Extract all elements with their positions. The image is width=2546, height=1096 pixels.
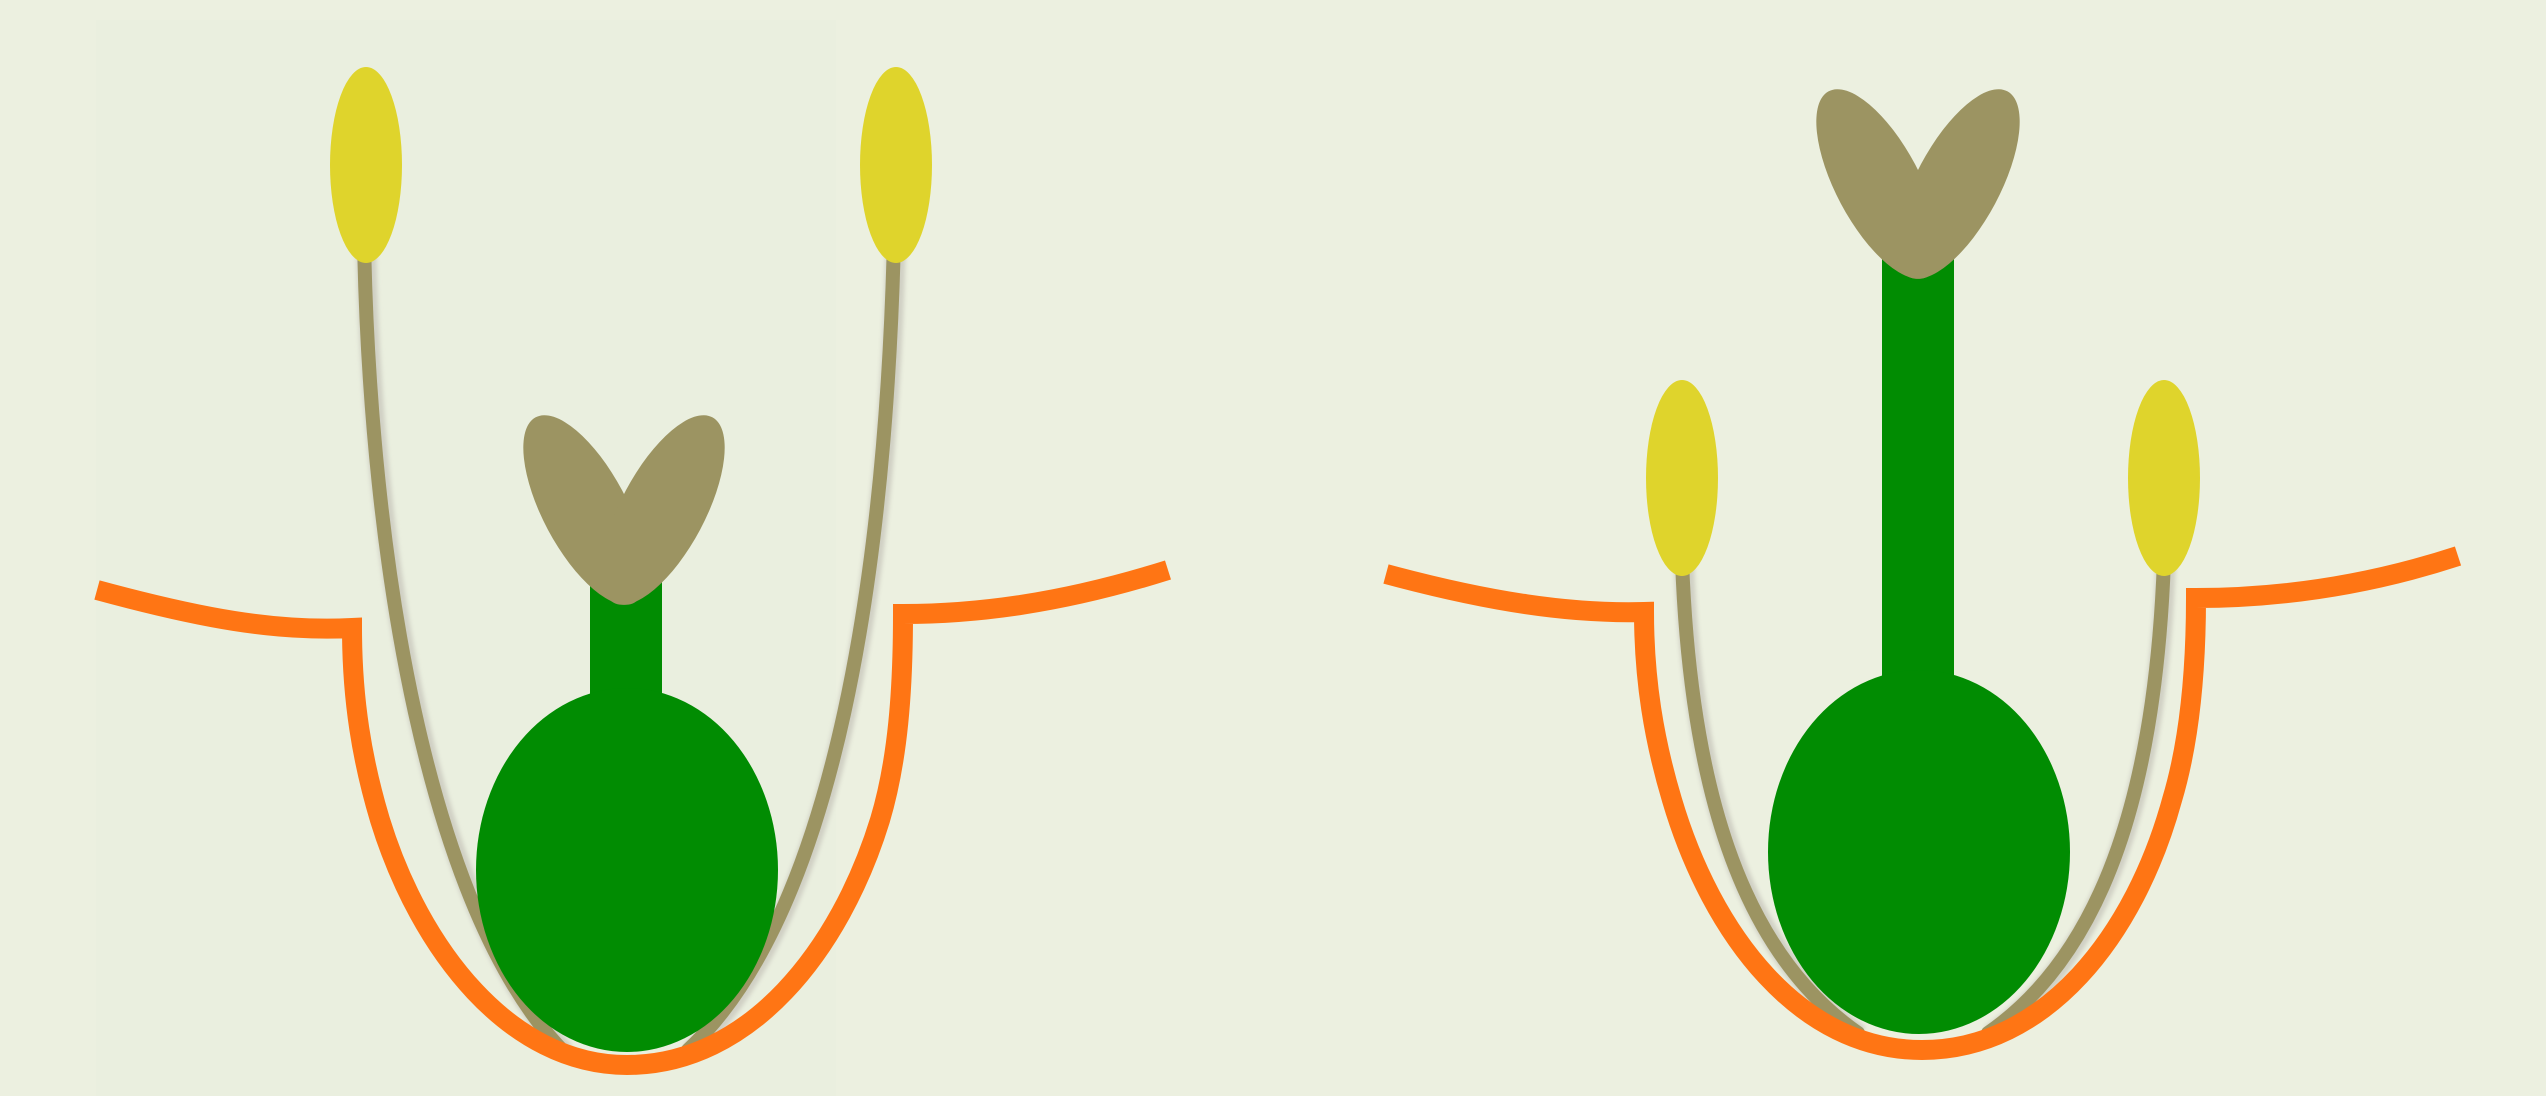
right-ovary: [1768, 670, 2070, 1034]
left-ovary: [476, 688, 778, 1052]
right-filament-right: [1981, 553, 2171, 1040]
right-receptacle: [1383, 546, 2462, 1061]
left-receptacle: [94, 560, 1172, 1076]
right-filament-left: [1675, 553, 1865, 1040]
left-anther-right: [860, 67, 932, 263]
left-stigma-lobe-right: [601, 415, 725, 605]
right-stigma-lobe-right: [1896, 89, 2020, 279]
right-anther-left: [1646, 380, 1718, 576]
right-flower: [1383, 89, 2462, 1061]
left-flower: [94, 20, 1172, 1096]
left-anther-left: [330, 67, 402, 263]
right-anther-right: [2128, 380, 2200, 576]
right-style: [1882, 250, 1954, 680]
